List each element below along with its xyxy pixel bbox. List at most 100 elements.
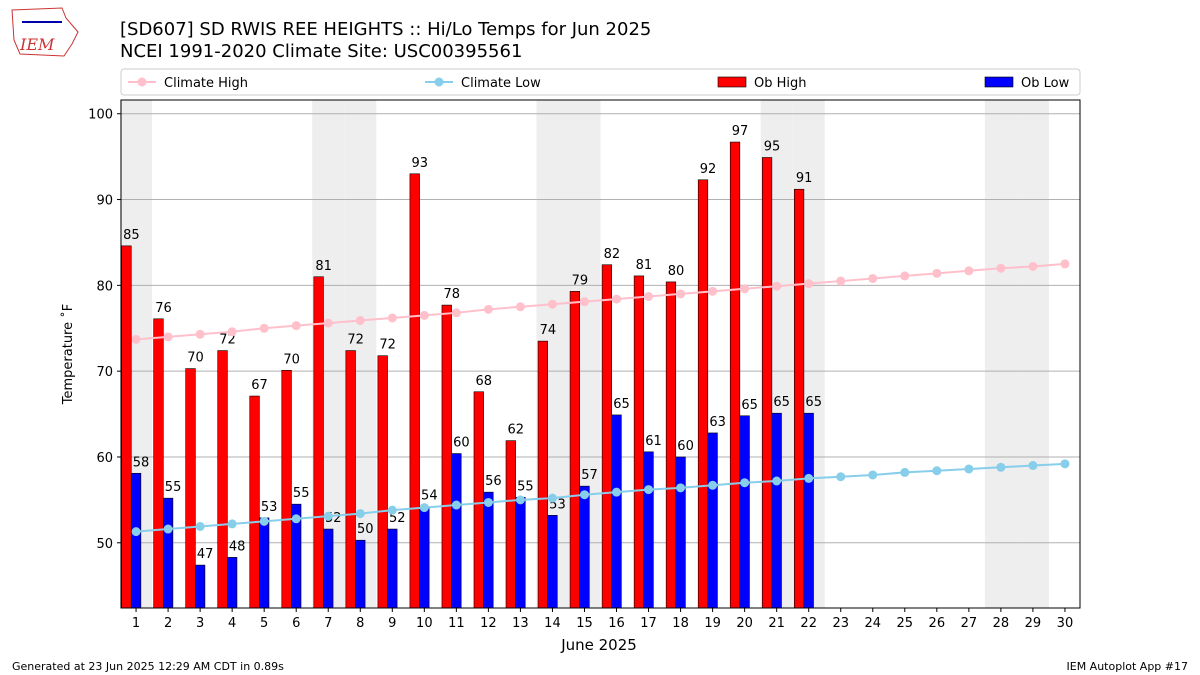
line (135, 462, 1066, 533)
x-tick-label: 10 (416, 616, 433, 631)
legend-box (120, 68, 1081, 96)
value-label: 60 (677, 439, 694, 454)
legend-label: Ob High (754, 76, 807, 91)
marker (804, 473, 814, 483)
marker (900, 467, 910, 477)
value-label: 57 (581, 468, 598, 483)
x-tick-label: 28 (993, 616, 1010, 631)
x-tick-label: 8 (356, 616, 364, 631)
marker (1060, 259, 1070, 269)
bar (569, 291, 580, 609)
x-tick-label: 2 (164, 616, 172, 631)
bar (761, 157, 773, 609)
marker (323, 318, 333, 328)
y-tick-label: 90 (96, 194, 113, 209)
value-label: 76 (155, 301, 172, 316)
weekend-shade (1016, 100, 1049, 608)
marker (932, 466, 942, 476)
marker (259, 516, 269, 526)
x-tick-label: 12 (480, 616, 497, 631)
x-axis-label: June 2025 (560, 636, 637, 654)
marker (387, 313, 397, 323)
marker (1028, 461, 1038, 471)
value-label: 65 (613, 397, 630, 412)
value-label: 62 (508, 423, 525, 438)
value-label: 60 (453, 436, 470, 451)
y-tick-label: 50 (96, 537, 113, 552)
weekend-shade (984, 100, 1017, 608)
x-tick-label: 20 (736, 616, 753, 631)
bar (323, 528, 334, 609)
x-tick-label: 29 (1025, 616, 1042, 631)
legend-label: Climate Low (461, 76, 541, 91)
marker (259, 323, 269, 333)
marker (1060, 459, 1070, 469)
marker (996, 263, 1006, 273)
value-label: 85 (123, 228, 140, 243)
bar (771, 412, 782, 609)
marker (131, 334, 141, 344)
bar (121, 245, 132, 609)
marker (163, 332, 173, 342)
marker (547, 299, 557, 309)
y-tick-label: 100 (88, 108, 113, 123)
x-tick-label: 9 (388, 616, 396, 631)
marker (612, 294, 622, 304)
footer-left: Generated at 23 Jun 2025 12:29 AM CDT in… (12, 660, 284, 673)
marker (515, 302, 525, 312)
x-tick-label: 21 (768, 616, 785, 631)
x-tick-label: 30 (1057, 616, 1074, 631)
legend-marker (137, 77, 147, 87)
marker (644, 292, 654, 302)
x-tick-label: 7 (324, 616, 332, 631)
value-label: 54 (421, 489, 438, 504)
logo: IEM (11, 7, 79, 57)
value-label: 72 (379, 338, 396, 353)
marker (291, 321, 301, 331)
marker (419, 310, 429, 320)
value-label: 65 (773, 395, 790, 410)
legend-marker (434, 77, 444, 87)
y-tick-label: 60 (96, 451, 113, 466)
marker (419, 503, 429, 513)
bar (675, 456, 686, 609)
value-label: 63 (709, 415, 726, 430)
bar (643, 451, 654, 609)
x-tick-label: 1 (132, 616, 140, 631)
value-label: 65 (805, 395, 822, 410)
bar (130, 472, 142, 609)
legend-label: Ob Low (1021, 76, 1070, 91)
value-label: 82 (604, 247, 621, 262)
x-tick-label: 26 (929, 616, 946, 631)
bar (419, 506, 430, 609)
value-label: 53 (261, 500, 278, 515)
marker (131, 527, 141, 537)
chart-title: [SD607] SD RWIS REE HEIGHTS :: Hi/Lo Tem… (120, 19, 651, 40)
marker (900, 271, 910, 281)
value-label: 74 (540, 323, 557, 338)
marker (227, 327, 237, 337)
bar (162, 497, 174, 609)
x-tick-label: 4 (228, 616, 236, 631)
x-tick-label: 5 (260, 616, 268, 631)
chart-subtitle: NCEI 1991-2020 Climate Site: USC00395561 (120, 41, 522, 62)
x-tick-label: 23 (832, 616, 849, 631)
marker (451, 500, 461, 510)
x-tick-label: 14 (544, 616, 561, 631)
value-label: 61 (645, 434, 662, 449)
value-label: 48 (229, 539, 246, 554)
bar (473, 391, 484, 609)
marker (579, 297, 589, 307)
x-tick-label: 24 (864, 616, 881, 631)
x-tick-label: 15 (576, 616, 593, 631)
value-label: 67 (251, 378, 268, 393)
bar (281, 370, 292, 609)
marker (323, 511, 333, 521)
value-label: 55 (293, 486, 310, 501)
value-label: 95 (764, 139, 781, 154)
marker (772, 476, 782, 486)
x-tick-label: 11 (448, 616, 465, 631)
marker (1028, 261, 1038, 271)
bar (483, 491, 494, 609)
x-tick-label: 18 (672, 616, 689, 631)
